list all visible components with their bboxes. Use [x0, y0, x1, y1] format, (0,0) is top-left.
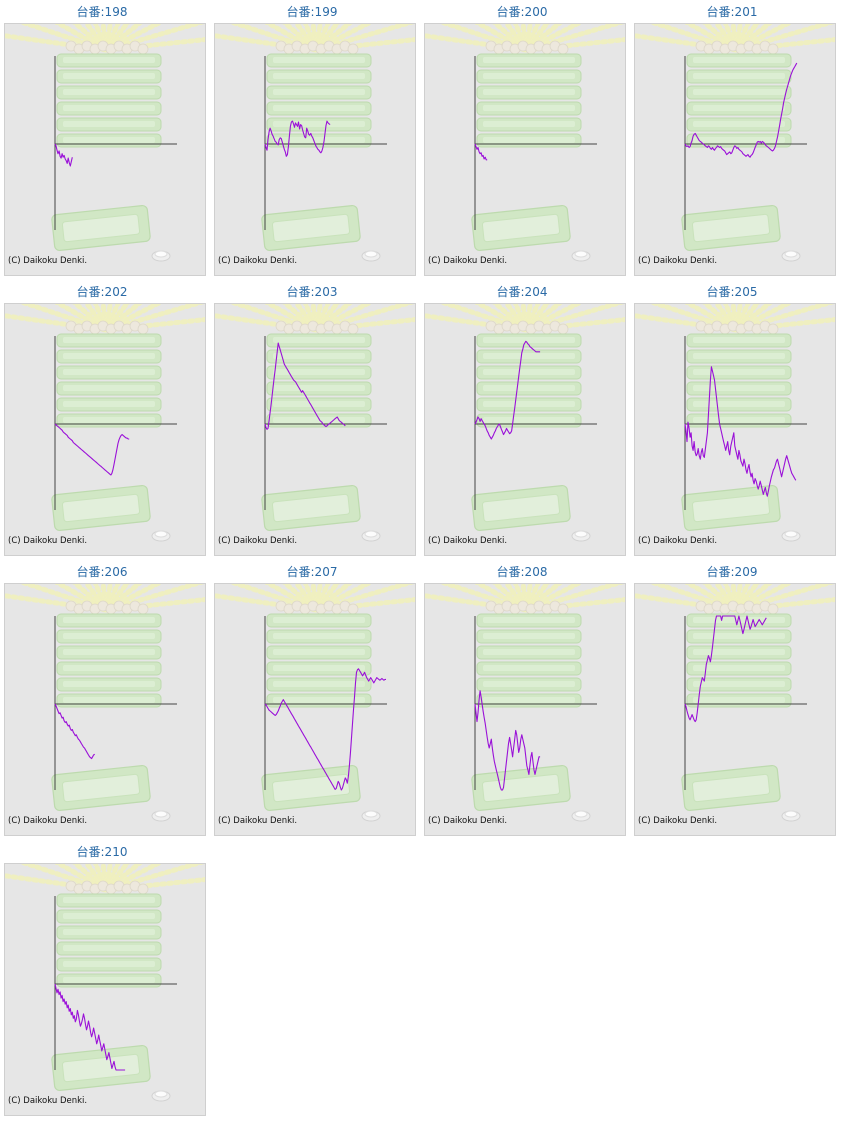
slump-graph: (C) Daikoku Denki. — [634, 303, 836, 556]
copyright-text: (C) Daikoku Denki. — [428, 256, 508, 266]
series-line — [54, 983, 126, 1071]
slump-graph: (C) Daikoku Denki. — [424, 583, 626, 836]
slump-graph-svg — [425, 584, 625, 822]
machine-watermark-icon — [425, 24, 625, 262]
machine-graph-card: 台番:209 (C) Daikoku Denki. — [630, 560, 836, 836]
series-line — [264, 668, 386, 791]
machine-watermark-icon — [5, 304, 205, 542]
series-line — [54, 423, 130, 476]
machine-watermark-icon — [425, 584, 625, 822]
copyright-text: (C) Daikoku Denki. — [638, 816, 718, 826]
machine-watermark-icon — [215, 304, 415, 542]
slump-graph-svg — [425, 304, 625, 542]
machine-number-link[interactable]: 台番:200 — [496, 5, 548, 19]
machine-watermark-icon — [5, 864, 205, 1102]
copyright-text: (C) Daikoku Denki. — [638, 256, 718, 266]
copyright-text: (C) Daikoku Denki. — [8, 1096, 88, 1106]
slump-graph: (C) Daikoku Denki. — [214, 583, 416, 836]
machine-number-link[interactable]: 台番:210 — [76, 845, 128, 859]
slump-graph: (C) Daikoku Denki. — [424, 303, 626, 556]
slump-graph-svg — [635, 24, 835, 262]
machine-graph-card: 台番:198 (C) Daikoku Denki. — [0, 0, 206, 276]
slump-graph: (C) Daikoku Denki. — [4, 23, 206, 276]
slump-graph-svg — [635, 584, 835, 822]
machine-graph-card: 台番:205 (C) Daikoku Denki. — [630, 280, 836, 556]
copyright-text: (C) Daikoku Denki. — [218, 816, 298, 826]
slump-graph: (C) Daikoku Denki. — [214, 23, 416, 276]
copyright-text: (C) Daikoku Denki. — [638, 536, 718, 546]
machine-watermark-icon — [635, 304, 835, 542]
machine-number-link[interactable]: 台番:198 — [76, 5, 128, 19]
machine-number-link[interactable]: 台番:206 — [76, 565, 128, 579]
machine-watermark-icon — [5, 584, 205, 822]
series-line — [264, 342, 346, 430]
machine-graph-card: 台番:207 (C) Daikoku Denki. — [210, 560, 416, 836]
machine-number-link[interactable]: 台番:205 — [706, 285, 758, 299]
machine-graph-card: 台番:206 (C) Daikoku Denki. — [0, 560, 206, 836]
copyright-text: (C) Daikoku Denki. — [428, 536, 508, 546]
machine-watermark-icon — [215, 584, 415, 822]
series-line — [264, 120, 331, 157]
machine-graph-card: 台番:199 (C) Daikoku Denki. — [210, 0, 416, 276]
machine-watermark-icon — [215, 24, 415, 262]
series-line — [474, 143, 488, 161]
machine-watermark-icon — [5, 24, 205, 262]
machine-graph-card: 台番:210 (C) Daikoku Denki. — [0, 840, 206, 1116]
machine-number-link[interactable]: 台番:201 — [706, 5, 758, 19]
slump-graph-svg — [635, 304, 835, 542]
slump-graph-svg — [215, 304, 415, 542]
copyright-text: (C) Daikoku Denki. — [218, 536, 298, 546]
machine-number-link[interactable]: 台番:207 — [286, 565, 338, 579]
machine-number-link[interactable]: 台番:204 — [496, 285, 548, 299]
machine-number-link[interactable]: 台番:203 — [286, 285, 338, 299]
machine-graph-card: 台番:201 (C) Daikoku Denki. — [630, 0, 836, 276]
slump-graph-svg — [5, 304, 205, 542]
series-line — [54, 703, 96, 760]
slump-graph-svg — [425, 24, 625, 262]
slump-graph: (C) Daikoku Denki. — [634, 23, 836, 276]
copyright-text: (C) Daikoku Denki. — [8, 816, 88, 826]
machine-graph-card: 台番:208 (C) Daikoku Denki. — [420, 560, 626, 836]
slump-graph: (C) Daikoku Denki. — [4, 583, 206, 836]
series-line — [474, 690, 541, 791]
slump-graph-svg — [215, 584, 415, 822]
copyright-text: (C) Daikoku Denki. — [218, 256, 298, 266]
slump-graph: (C) Daikoku Denki. — [424, 23, 626, 276]
machine-number-link[interactable]: 台番:202 — [76, 285, 128, 299]
series-line — [54, 143, 73, 167]
series-line — [474, 340, 541, 440]
slump-graph-svg — [5, 864, 205, 1102]
machine-number-link[interactable]: 台番:209 — [706, 565, 758, 579]
machine-graph-card: 台番:203 (C) Daikoku Denki. — [210, 280, 416, 556]
machine-number-link[interactable]: 台番:208 — [496, 565, 548, 579]
machine-watermark-icon — [425, 304, 625, 542]
machine-watermark-icon — [635, 24, 835, 262]
slump-graph: (C) Daikoku Denki. — [634, 583, 836, 836]
machine-graph-card: 台番:200 (C) Daikoku Denki. — [420, 0, 626, 276]
machine-graph-card: 台番:204 (C) Daikoku Denki. — [420, 280, 626, 556]
series-line — [684, 62, 798, 158]
slump-graph-svg — [215, 24, 415, 262]
series-line — [684, 366, 797, 497]
series-line — [684, 615, 767, 723]
slump-graph: (C) Daikoku Denki. — [214, 303, 416, 556]
copyright-text: (C) Daikoku Denki. — [8, 256, 88, 266]
machine-number-link[interactable]: 台番:199 — [286, 5, 338, 19]
machine-graph-card: 台番:202 (C) Daikoku Denki. — [0, 280, 206, 556]
copyright-text: (C) Daikoku Denki. — [428, 816, 508, 826]
slump-graph-svg — [5, 584, 205, 822]
slump-graph-svg — [5, 24, 205, 262]
slump-graph: (C) Daikoku Denki. — [4, 863, 206, 1116]
copyright-text: (C) Daikoku Denki. — [8, 536, 88, 546]
slump-graph: (C) Daikoku Denki. — [4, 303, 206, 556]
